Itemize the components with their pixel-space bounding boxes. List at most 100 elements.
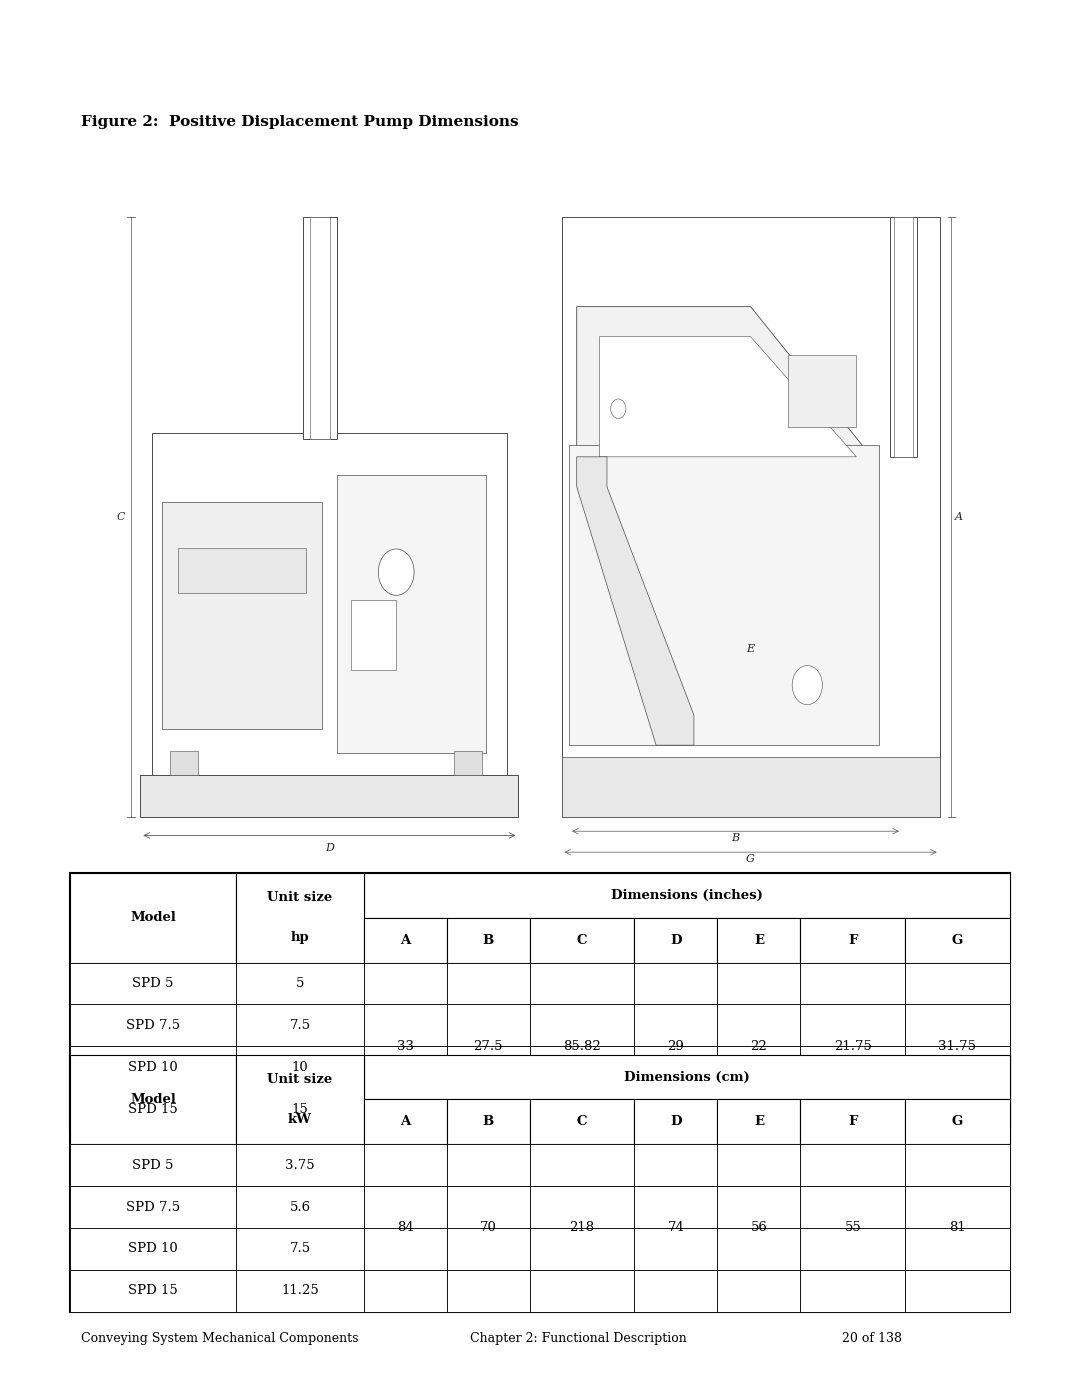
Text: 55: 55 <box>845 1221 861 1235</box>
Polygon shape <box>599 337 856 457</box>
Bar <box>530 1228 634 1270</box>
Text: 85.82: 85.82 <box>564 1039 600 1053</box>
Bar <box>905 1004 1010 1046</box>
Bar <box>237 1004 364 1046</box>
Bar <box>237 1228 364 1270</box>
Bar <box>905 1099 1010 1144</box>
Text: A: A <box>401 1115 410 1129</box>
Bar <box>894 217 913 457</box>
Bar <box>364 1046 447 1088</box>
Text: Unit size: Unit size <box>268 1073 333 1085</box>
Bar <box>447 1144 530 1186</box>
Bar <box>70 873 237 963</box>
Bar <box>634 1186 717 1228</box>
Bar <box>530 1270 634 1312</box>
Bar <box>70 873 1010 1130</box>
Bar <box>800 1088 905 1130</box>
Bar <box>364 1004 447 1046</box>
Bar <box>70 1228 237 1270</box>
Bar <box>364 1270 447 1312</box>
Text: 31.75: 31.75 <box>939 1039 976 1053</box>
Bar <box>905 1228 1010 1270</box>
Bar <box>170 750 198 775</box>
Bar <box>302 217 337 439</box>
Bar <box>530 918 634 963</box>
Text: 15: 15 <box>292 1102 309 1116</box>
Bar <box>717 1088 800 1130</box>
Text: B: B <box>483 933 494 947</box>
Text: B: B <box>483 1115 494 1129</box>
Bar <box>717 1270 800 1312</box>
Bar <box>351 601 396 669</box>
Bar <box>634 1099 717 1144</box>
Bar <box>905 1046 1010 1088</box>
Bar <box>530 1088 634 1130</box>
Bar <box>364 1186 447 1228</box>
Bar <box>800 1099 905 1144</box>
Bar <box>447 1228 530 1270</box>
Bar <box>447 1046 530 1088</box>
Bar <box>530 1046 634 1088</box>
Bar <box>788 355 856 427</box>
Text: 81: 81 <box>949 1221 966 1235</box>
Bar <box>337 475 486 753</box>
Bar <box>310 217 330 439</box>
Bar <box>890 217 917 457</box>
Bar <box>717 1186 800 1228</box>
Bar <box>70 1088 237 1130</box>
Bar <box>569 444 879 745</box>
Bar <box>717 963 800 1004</box>
Bar <box>800 1144 905 1186</box>
Bar <box>447 1270 530 1312</box>
Bar <box>237 1088 364 1130</box>
Text: C: C <box>577 1115 588 1129</box>
Bar <box>70 1055 1010 1312</box>
Bar <box>364 963 447 1004</box>
Text: 22: 22 <box>751 1039 767 1053</box>
Bar <box>364 1228 447 1270</box>
Bar <box>905 1144 1010 1186</box>
Bar <box>447 1088 530 1130</box>
Bar <box>237 1186 364 1228</box>
Text: kW: kW <box>288 1113 312 1126</box>
Bar <box>70 1270 237 1312</box>
Bar <box>447 963 530 1004</box>
Bar <box>717 918 800 963</box>
Bar <box>447 1186 530 1228</box>
Text: SPD 15: SPD 15 <box>129 1284 178 1298</box>
Text: Conveying System Mechanical Components: Conveying System Mechanical Components <box>81 1331 359 1345</box>
Polygon shape <box>577 307 872 457</box>
Text: G: G <box>951 933 963 947</box>
Text: 7.5: 7.5 <box>289 1018 311 1032</box>
Bar <box>530 1004 634 1046</box>
Bar <box>800 1228 905 1270</box>
Text: F: F <box>848 933 858 947</box>
Bar <box>70 1046 237 1088</box>
Bar <box>634 1046 717 1088</box>
Text: SPD 7.5: SPD 7.5 <box>126 1200 180 1214</box>
Text: 5.6: 5.6 <box>289 1200 311 1214</box>
Text: Unit size: Unit size <box>268 891 333 904</box>
Bar <box>70 963 237 1004</box>
Text: D: D <box>671 1115 681 1129</box>
Text: 84: 84 <box>397 1221 414 1235</box>
Bar <box>800 1186 905 1228</box>
Bar <box>634 963 717 1004</box>
Bar <box>447 1099 530 1144</box>
Text: F: F <box>848 1115 858 1129</box>
Bar <box>237 1144 364 1186</box>
Bar <box>454 750 482 775</box>
Text: 3.75: 3.75 <box>285 1158 314 1172</box>
Bar <box>447 1004 530 1046</box>
Bar <box>364 1099 447 1144</box>
Bar <box>800 918 905 963</box>
Bar <box>364 1055 1010 1099</box>
Bar <box>634 1228 717 1270</box>
Bar <box>562 757 940 817</box>
Text: 20 of 138: 20 of 138 <box>842 1331 903 1345</box>
Bar <box>800 1270 905 1312</box>
Text: SPD 5: SPD 5 <box>133 977 174 990</box>
Circle shape <box>793 665 823 704</box>
Text: 7.5: 7.5 <box>289 1242 311 1256</box>
Bar <box>151 433 508 781</box>
